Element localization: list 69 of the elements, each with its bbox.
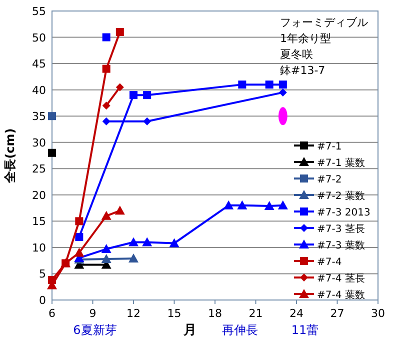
legend-label: #7-3 茎長 [317,223,365,235]
point [75,217,84,226]
y-tick-label: 10 [32,241,46,254]
point [48,148,56,157]
point [74,248,84,257]
y-tick-label: 20 [32,188,46,202]
point [278,88,287,96]
x-tick-label: 30 [371,307,385,320]
point [116,28,124,36]
y-tick-label: 15 [32,215,46,228]
point [128,253,138,262]
point [102,117,110,126]
annotation: 鉢#13-7 [280,64,326,77]
point [130,91,138,100]
y-tick-label: 35 [32,110,46,124]
point [116,83,124,92]
point [75,232,84,241]
point [143,91,152,100]
x-tick-label: 9 [89,307,96,320]
legend-label: #7-4 茎長 [317,272,365,284]
x-tick-label: 12 [126,307,140,320]
y-tick-label: 30 [32,136,46,150]
legend-label: #7-1 葉数 [317,157,365,169]
legend-label: #7-4 葉数 [317,289,365,301]
point [102,102,110,110]
y-tick-label: 5 [39,268,46,281]
x-tick-label: 24 [290,307,304,320]
point [278,200,288,210]
y-axis-title: 全長(cm) [3,128,17,184]
x-axis-title: 月 [182,323,196,338]
text: 11蕾 [291,323,319,337]
annotation: フォーミディブル [280,16,368,29]
point [101,244,112,254]
legend-label: #7-2 葉数 [317,190,365,202]
point [238,80,246,89]
point [264,200,274,210]
point [169,238,180,248]
point [237,200,248,210]
x-tick-label: 27 [330,307,344,320]
y-tick-label: 55 [32,5,46,18]
point [101,210,112,220]
y-tick-label: 50 [32,31,46,44]
point [278,80,287,89]
point [48,112,56,120]
point [114,206,125,215]
point [224,200,234,210]
legend-label: #7-2 [317,174,342,186]
x-tick-label: 6 [48,307,56,320]
point [265,80,274,89]
annotation: 1年余り型 [280,32,331,45]
point [142,237,152,246]
legend-label: #7-4 [317,257,342,268]
point [143,117,152,126]
y-tick-label: 45 [32,58,46,71]
text: 6夏新芽 [73,323,117,337]
legend-label: #7-3 2013 [317,208,370,218]
y-tick-label: 25 [32,162,46,176]
x-tick-label: 15 [167,307,182,320]
legend-label: #7-1 [317,142,342,152]
point [102,64,110,73]
annotation: 夏冬咲 [280,48,313,61]
text: 再伸長 [222,323,258,337]
point [102,33,110,42]
legend-label: #7-3 葉数 [317,240,365,252]
point [128,237,138,246]
x-tick-label: 18 [208,307,222,320]
x-tick-label: 21 [248,307,263,320]
y-tick-label: 40 [32,84,46,97]
y-tick-label: 0 [39,294,46,307]
